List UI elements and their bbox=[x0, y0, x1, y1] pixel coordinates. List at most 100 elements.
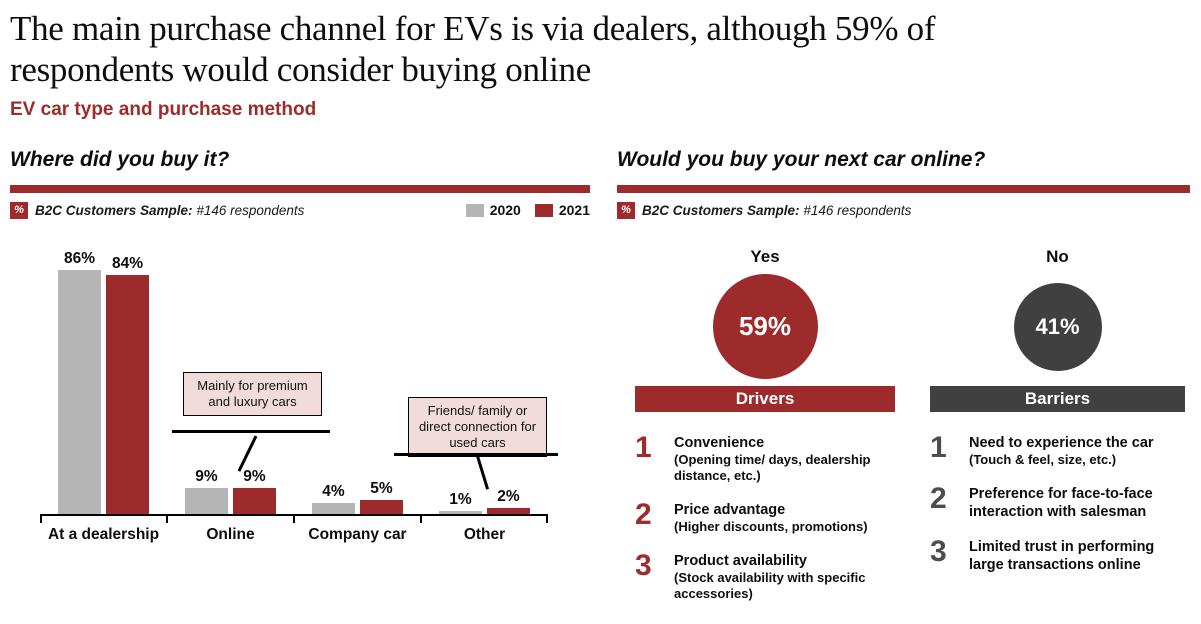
panel-buy-next-car-online: Would you buy your next car online? % B2… bbox=[617, 148, 1190, 602]
item-title: Limited trust in performing large transa… bbox=[969, 539, 1155, 573]
bar bbox=[106, 275, 149, 514]
yes-no-comparison: Yes 59% Drivers 1 Convenience (Opening tim… bbox=[617, 247, 1190, 602]
item-title: Price advantage bbox=[674, 502, 786, 518]
item-number: 2 bbox=[635, 498, 652, 531]
legend-swatch bbox=[465, 203, 484, 217]
left-question-title: Where did you buy it? bbox=[10, 148, 230, 171]
item-text: Preference for face-to-face interaction … bbox=[969, 485, 1185, 521]
annotation-friends-underline bbox=[394, 453, 558, 456]
sample-label: B2C Customers Sample: bbox=[35, 202, 193, 218]
sample-label: B2C Customers Sample: bbox=[642, 202, 800, 218]
axis-tick bbox=[293, 516, 295, 523]
item-title: Preference for face-to-face interaction … bbox=[969, 486, 1153, 520]
item-title: Product availability bbox=[674, 553, 807, 569]
item-detail: (Opening time/ days, dealership distance… bbox=[674, 452, 871, 483]
page-title-line2: respondents would consider buying online bbox=[10, 50, 591, 89]
axis-tick bbox=[420, 516, 422, 523]
item-number: 1 bbox=[930, 431, 947, 464]
bar-group-online: 9% 9% bbox=[167, 468, 294, 514]
right-divider-bar bbox=[617, 185, 1190, 193]
percent-badge: % bbox=[617, 201, 635, 219]
bar-value-label: 9% bbox=[243, 468, 266, 485]
list-item: 3 Product availability (Stock availability… bbox=[635, 549, 895, 602]
page-title: The main purchase channel for EVs is via… bbox=[10, 8, 1195, 90]
item-number: 3 bbox=[635, 549, 652, 582]
item-title: Need to experience the car bbox=[969, 435, 1154, 451]
axis-tick bbox=[40, 516, 42, 523]
left-divider-bar bbox=[10, 185, 590, 193]
annotation-friends-family: Friends/ family or direct connection for… bbox=[408, 397, 547, 457]
x-axis-label: Other bbox=[463, 526, 506, 543]
x-axis-label: Online bbox=[206, 526, 255, 543]
item-text: Need to experience the car (Touch & feel,… bbox=[969, 434, 1154, 468]
bar bbox=[58, 270, 101, 514]
item-text: Price advantage (Higher discounts, promot… bbox=[674, 501, 868, 535]
bar-2021: 5% bbox=[360, 480, 403, 514]
slide-header: The main purchase channel for EVs is via… bbox=[10, 8, 1195, 121]
bar-value-label: 2% bbox=[497, 488, 520, 505]
legend-entry-2020: 2020 bbox=[465, 202, 521, 218]
bar bbox=[487, 508, 530, 514]
bar-2020: 4% bbox=[312, 483, 355, 514]
right-question-title: Would you buy your next car online? bbox=[617, 148, 986, 171]
bar-2020: 9% bbox=[185, 468, 228, 514]
sample-text: B2C Customers Sample: #146 respondents bbox=[35, 203, 304, 218]
legend-entry-2021: 2021 bbox=[534, 202, 590, 218]
legend-label: 2020 bbox=[489, 202, 521, 218]
item-text: Product availability (Stock availability … bbox=[674, 552, 895, 602]
annotation-premium-underline bbox=[172, 430, 330, 433]
bar-value-label: 1% bbox=[449, 491, 472, 508]
yes-percentage: 59% bbox=[738, 311, 792, 341]
left-sample-row: % B2C Customers Sample: #146 respondents… bbox=[10, 201, 590, 219]
sample-text: B2C Customers Sample: #146 respondents bbox=[642, 203, 911, 218]
bar-chart-plot: 86% 84% 9% 9% 4% 5% 1% 2% bbox=[40, 226, 548, 516]
item-detail: (Stock availability with specific access… bbox=[674, 570, 866, 601]
bar-chart: 86% 84% 9% 9% 4% 5% 1% 2% At a dealership Online… bbox=[10, 226, 590, 548]
annotation-premium-luxury: Mainly for premium and luxury cars bbox=[183, 372, 322, 416]
x-axis-ticks bbox=[40, 516, 548, 523]
item-number: 2 bbox=[930, 482, 947, 515]
bar-2020: 86% bbox=[58, 250, 101, 514]
x-axis-label: Company car bbox=[308, 526, 407, 543]
sample-value: #146 respondents bbox=[803, 202, 912, 218]
item-text: Limited trust in performing large transa… bbox=[969, 538, 1185, 574]
bar-group-other: 1% 2% bbox=[421, 488, 548, 514]
yes-drivers-column: Yes 59% Drivers 1 Convenience (Opening tim… bbox=[635, 247, 895, 602]
item-detail: (Touch & feel, size, etc.) bbox=[969, 452, 1117, 467]
bar-value-label: 84% bbox=[111, 255, 144, 272]
item-title: Convenience bbox=[674, 435, 765, 451]
x-axis-label: At a dealership bbox=[47, 526, 160, 543]
right-sample-row: % B2C Customers Sample: #146 respondents bbox=[617, 201, 1190, 219]
list-item: 2 Preference for face-to-face interaction… bbox=[930, 482, 1185, 521]
yes-percentage-circle: 59% bbox=[712, 274, 818, 379]
list-item: 3 Limited trust in performing large trans… bbox=[930, 535, 1185, 574]
bar-group-at-a-dealership: 86% 84% bbox=[40, 250, 167, 514]
bar-2021: 2% bbox=[487, 488, 530, 514]
no-circle-box: 41% bbox=[1013, 267, 1102, 386]
bar-group-company-car: 4% 5% bbox=[294, 480, 421, 514]
bar-2020: 1% bbox=[439, 491, 482, 514]
bar bbox=[439, 511, 482, 514]
bar bbox=[233, 488, 276, 514]
drivers-list: 1 Convenience (Opening time/ days, dealers… bbox=[635, 431, 895, 602]
no-label: No bbox=[1046, 247, 1069, 266]
yes-label: Yes bbox=[750, 247, 780, 266]
sample-value: #146 respondents bbox=[196, 202, 305, 218]
bar-value-label: 4% bbox=[322, 483, 345, 500]
item-detail: (Higher discounts, promotions) bbox=[674, 519, 868, 534]
item-number: 1 bbox=[635, 431, 652, 464]
no-barriers-column: No 41% Barriers 1 Need to experience the … bbox=[930, 247, 1185, 602]
legend-swatch bbox=[534, 203, 553, 217]
bar-value-label: 5% bbox=[370, 480, 393, 497]
panel-where-did-you-buy: Where did you buy it? % B2C Customers Sa… bbox=[10, 148, 590, 548]
drivers-banner: Drivers bbox=[635, 386, 895, 412]
page-title-line1: The main purchase channel for EVs is via… bbox=[10, 9, 936, 48]
no-percentage: 41% bbox=[1035, 313, 1080, 339]
list-item: 1 Convenience (Opening time/ days, dealers… bbox=[635, 431, 895, 484]
percent-badge: % bbox=[10, 201, 28, 219]
item-number: 3 bbox=[930, 535, 947, 568]
bar-value-label: 86% bbox=[63, 250, 96, 267]
bar bbox=[312, 503, 355, 514]
bar-2021: 9% bbox=[233, 468, 276, 514]
